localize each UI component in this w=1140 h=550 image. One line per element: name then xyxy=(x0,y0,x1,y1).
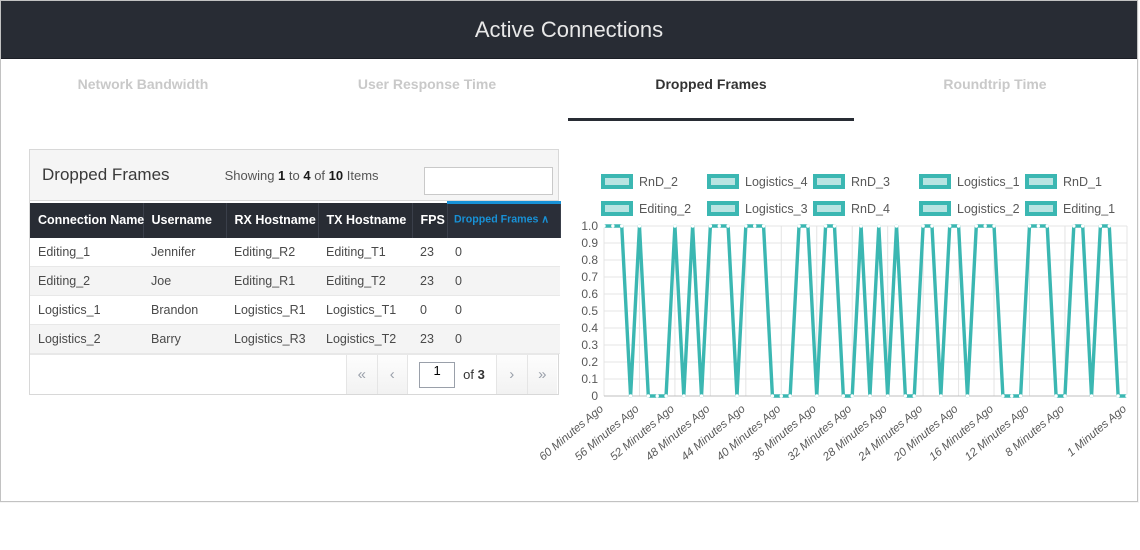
svg-text:0.4: 0.4 xyxy=(581,321,598,335)
svg-text:0.6: 0.6 xyxy=(581,287,598,301)
svg-text:0.3: 0.3 xyxy=(581,338,598,352)
svg-text:0.7: 0.7 xyxy=(581,270,598,284)
svg-text:12 Minutes Ago: 12 Minutes Ago xyxy=(963,403,1032,464)
svg-text:0.9: 0.9 xyxy=(581,236,598,250)
svg-text:28 Minutes Ago: 28 Minutes Ago xyxy=(820,403,890,464)
svg-text:0: 0 xyxy=(591,389,598,403)
svg-text:0.2: 0.2 xyxy=(581,355,598,369)
svg-text:0.8: 0.8 xyxy=(581,253,598,267)
svg-text:1 Minutes Ago: 1 Minutes Ago xyxy=(1065,403,1129,460)
svg-text:1.0: 1.0 xyxy=(581,219,598,233)
svg-text:0.5: 0.5 xyxy=(581,304,598,318)
svg-text:0.1: 0.1 xyxy=(581,372,598,386)
svg-text:20 Minutes Ago: 20 Minutes Ago xyxy=(891,403,961,464)
svg-text:24 Minutes Ago: 24 Minutes Ago xyxy=(856,403,926,464)
